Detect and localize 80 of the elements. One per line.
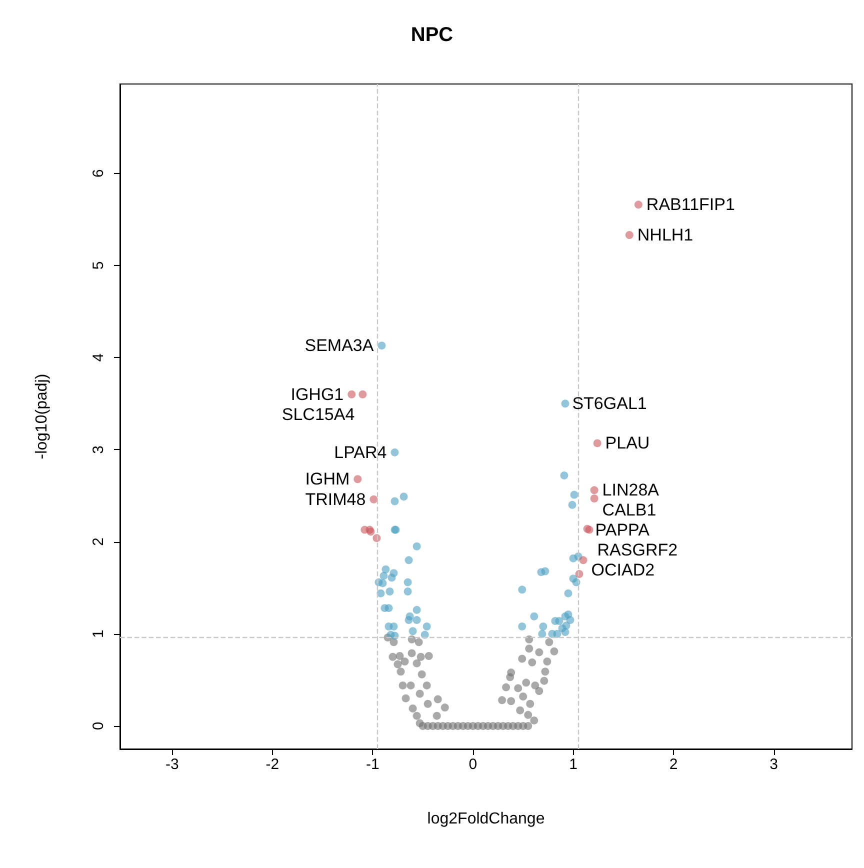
point: [518, 622, 526, 630]
point: [390, 497, 399, 506]
y-axis-title: -log10(padj): [34, 374, 50, 460]
x-tick-label: -1: [366, 756, 380, 773]
point: [404, 578, 412, 586]
point: [400, 492, 408, 501]
annotation: LIN28A: [602, 480, 660, 500]
point: [358, 390, 367, 398]
x-tick-label: -3: [165, 756, 179, 773]
point: [386, 588, 394, 596]
annotation: PAPPA: [595, 520, 650, 540]
point: [404, 616, 413, 624]
y-tick-label: 6: [90, 169, 107, 178]
point: [590, 494, 598, 502]
point: [564, 589, 572, 598]
y-tick-label: 4: [90, 353, 107, 362]
point: [566, 616, 574, 624]
point: [348, 390, 356, 398]
point: [354, 475, 362, 484]
annotation: OCIAD2: [591, 560, 655, 580]
point: [530, 612, 538, 620]
y-tick-label: 2: [90, 538, 107, 546]
point: [378, 579, 387, 588]
point: [541, 567, 550, 576]
y-tick-label: 1: [90, 630, 107, 638]
annotation: ST6GAL1: [572, 394, 647, 414]
y-tick-label: 0: [90, 722, 107, 730]
point: [570, 490, 578, 499]
x-tick-label: -2: [266, 756, 280, 773]
point: [412, 542, 421, 550]
point: [561, 628, 570, 636]
point: [388, 574, 396, 582]
annotation: IGHG1: [290, 384, 344, 404]
point: [404, 556, 413, 564]
annotation: NHLH1: [637, 226, 694, 245]
x-tick-label: 1: [569, 756, 578, 773]
point: [539, 622, 548, 630]
point: [555, 616, 564, 625]
point: [390, 448, 399, 456]
point: [634, 200, 642, 209]
annotation: PLAU: [605, 434, 650, 453]
x-tick-label: 0: [468, 756, 478, 773]
point: [420, 630, 429, 639]
annotation: CALB1: [602, 500, 656, 520]
point: [560, 471, 568, 480]
point: [378, 342, 386, 350]
x-tick-label: 2: [669, 756, 678, 773]
chart-title: NPC: [410, 24, 454, 46]
annotation: SEMA3A: [304, 336, 374, 356]
point: [380, 572, 388, 580]
point: [518, 586, 526, 594]
y-tick-label: 5: [90, 261, 107, 270]
point: [390, 622, 398, 630]
point: [625, 231, 634, 240]
point: [568, 500, 576, 509]
point: [404, 588, 412, 596]
point: [412, 606, 421, 614]
annotation: LPAR4: [334, 442, 387, 462]
x-axis-title: log2FoldChange: [427, 810, 545, 828]
x-tick-label: 3: [770, 756, 778, 773]
point: [422, 622, 431, 630]
point: [590, 486, 598, 494]
annotation: RASGRF2: [597, 540, 678, 560]
point: [382, 565, 390, 574]
point: [561, 400, 570, 408]
point: [548, 630, 556, 638]
point: [370, 495, 378, 504]
annotation: TRIM48: [305, 490, 366, 509]
point: [372, 534, 381, 542]
point: [579, 556, 588, 564]
point: [412, 616, 421, 624]
point: [384, 604, 393, 612]
point: [408, 627, 417, 636]
point: [593, 439, 602, 448]
annotation: IGHM: [305, 470, 350, 489]
annotation: SLC15A4: [282, 404, 355, 424]
point: [376, 589, 385, 598]
annotation: RAB11FIP1: [646, 195, 735, 214]
y-tick-label: 3: [90, 445, 107, 454]
point: [538, 630, 546, 638]
